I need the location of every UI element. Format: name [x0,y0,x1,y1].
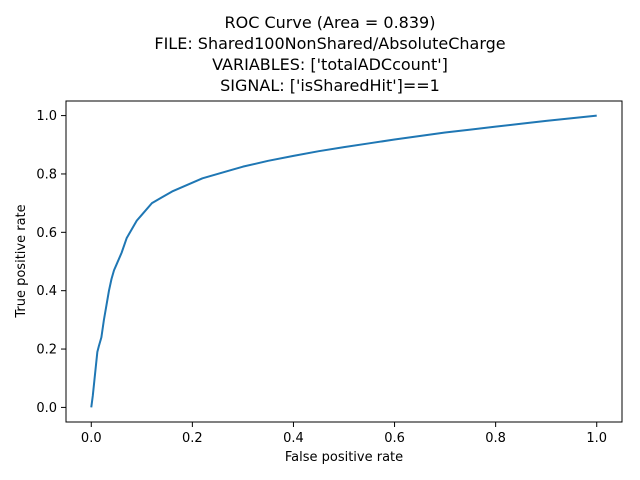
y-tick-label: 0.6 [36,226,57,241]
x-axis-label: False positive rate [285,450,403,465]
roc-curve-line [90,114,597,408]
x-axis-ticks: 0.0 0.2 0.4 0.6 0.8 1.0 [81,422,607,446]
y-tick-label: 0.8 [36,167,57,182]
x-tick-label: 1.0 [586,431,607,446]
title-line-4: SIGNAL: ['isSharedHit']==1 [220,76,440,95]
chart-title: ROC Curve (Area = 0.839) FILE: Shared100… [154,13,505,95]
y-tick-label: 0.2 [36,343,57,358]
x-tick-label: 0.0 [81,431,102,446]
title-line-1: ROC Curve (Area = 0.839) [225,13,436,32]
title-line-2: FILE: Shared100NonShared/AbsoluteCharge [154,34,505,53]
y-axis-ticks: 0.0 0.2 0.4 0.6 0.8 1.0 [36,109,66,416]
y-axis-label: True positive rate [14,204,29,318]
x-tick-label: 0.4 [283,431,304,446]
plot-area-frame [65,100,623,423]
title-line-3: VARIABLES: ['totalADCcount'] [212,55,448,74]
x-tick-label: 0.8 [485,431,506,446]
x-tick-label: 0.2 [182,431,203,446]
y-tick-label: 1.0 [36,109,57,124]
y-tick-label: 0.0 [36,401,57,416]
y-tick-label: 0.4 [36,284,57,299]
x-tick-label: 0.6 [384,431,405,446]
